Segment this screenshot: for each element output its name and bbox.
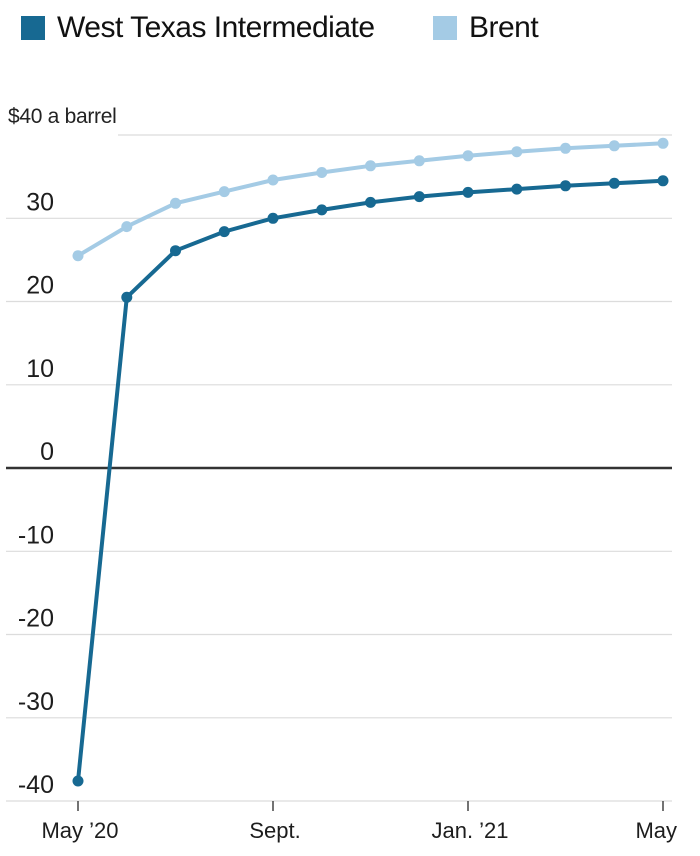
y-tick-label: 0 [40,438,54,466]
y-tick-label: 30 [26,188,54,216]
wti-line [76,178,664,782]
x-tick-label: Sept. [249,818,300,843]
wti-data-point [316,204,328,216]
wti-data-point [218,226,230,238]
x-tick-label: Jan. ’21 [431,818,508,843]
wti-data-point [511,183,523,195]
wti-data-point [170,245,181,257]
brent-data-point [316,167,328,178]
wti-data-point [608,177,620,189]
wti-legend-label: West Texas Intermediate [57,11,375,44]
wti-data-point [365,196,376,208]
legend-item-wti: West Texas Intermediate [21,8,375,48]
wti-data-point [267,212,279,224]
wti-data-point [657,175,669,187]
brent-legend-swatch [433,16,457,40]
wti-legend-swatch [21,16,45,40]
brent-data-point [413,155,425,167]
x-tick-label: May [635,818,677,843]
brent-data-point [462,150,474,162]
brent-data-point [267,174,279,186]
brent-legend-label: Brent [469,11,539,44]
brent-data-point [608,140,620,152]
x-tick-label: May ’20 [41,818,118,843]
wti-data-point [413,191,425,203]
wti-data-point [72,775,84,787]
y-tick-label: -30 [18,688,54,716]
brent-data-point [560,142,571,154]
wti-data-point [462,186,474,198]
y-tick-label: 10 [26,355,54,383]
y-tick-label: -10 [18,521,54,549]
wti-data-point [121,291,133,303]
brent-data-point [365,160,376,172]
brent-data-point [170,197,181,209]
brent-data-point [121,221,133,233]
brent-data-point [218,186,230,198]
y-tick-label: -40 [18,771,54,799]
y-tick-label: 20 [26,272,54,300]
y-tick-label: -20 [18,605,54,633]
brent-data-point [511,146,523,158]
legend-item-brent: Brent [433,8,539,48]
wti-data-point [560,180,571,192]
brent-data-point [72,250,84,262]
y-axis-unit-label: $40 a barrel [8,105,117,128]
chart-legend: West Texas Intermediate Brent [0,8,700,52]
brent-data-point [657,137,669,149]
